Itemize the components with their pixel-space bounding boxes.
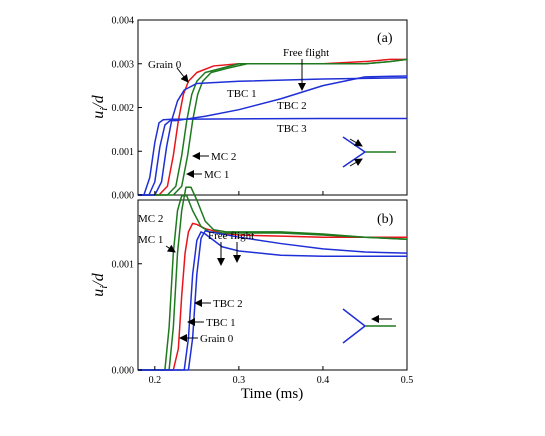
x-axis-label: Time (ms) bbox=[241, 386, 303, 402]
panel-a: 0.000 0.001 0.002 0.003 0.004 (a) ui/d Grain… bbox=[90, 16, 408, 202]
panel-b-y-ticks: 0.000 0.001 bbox=[112, 259, 142, 377]
y-tick-label: 0.004 bbox=[112, 16, 135, 27]
series-line-a-tbc-2 bbox=[138, 75, 408, 196]
panel-a-y-axis-label: ui/d bbox=[90, 94, 110, 119]
series-line-a-mc-2 bbox=[138, 58, 408, 196]
series-line-a-tbc-3 bbox=[138, 117, 407, 196]
annotation-tbc2-a: TBC 2 bbox=[277, 100, 307, 112]
inset-schematic-b bbox=[342, 308, 396, 344]
annotation-mc2-b: MC 2 bbox=[138, 213, 163, 225]
arrow-grain0-a bbox=[176, 67, 189, 83]
series-line-b-mc-1 bbox=[138, 195, 408, 371]
annotation-mc2-a: MC 2 bbox=[211, 151, 236, 163]
panel-b-label: (b) bbox=[377, 212, 394, 227]
series-line-a-tbc-1 bbox=[138, 77, 408, 196]
series-line-a-grain-0 bbox=[138, 58, 407, 196]
annotation-tbc1-b: TBC 1 bbox=[206, 317, 236, 329]
annotation-grain0-b: Grain 0 bbox=[200, 333, 234, 345]
x-tick-label: 0.2 bbox=[149, 375, 162, 386]
annotation-tbc3-a: TBC 3 bbox=[277, 123, 307, 135]
panel-a-x-ticks bbox=[154, 191, 408, 195]
panel-b-frame bbox=[137, 199, 408, 371]
panel-b: 0.000 0.001 0.2 0.3 0.4 0.5 (b) ui/d Time (m… bbox=[90, 186, 414, 402]
annotation-tbc2-b: TBC 2 bbox=[213, 298, 243, 310]
panel-b-y-axis-label: ui/d bbox=[90, 272, 110, 297]
y-tick-label: 0.001 bbox=[112, 147, 135, 158]
y-tick-label: 0.000 bbox=[112, 366, 135, 377]
panel-a-series bbox=[138, 58, 408, 196]
annotation-free-flight-b: Free flight bbox=[208, 230, 254, 242]
annotation-tbc1-a: TBC 1 bbox=[227, 88, 257, 100]
annotation-mc1-b: MC 1 bbox=[138, 234, 163, 246]
panel-a-y-ticks: 0.000 0.001 0.002 0.003 0.004 bbox=[112, 16, 142, 202]
y-tick-label: 0.000 bbox=[112, 191, 135, 202]
x-tick-label: 0.5 bbox=[401, 375, 414, 386]
series-line-b-tbc-1 bbox=[138, 231, 407, 371]
panel-a-label: (a) bbox=[377, 31, 393, 46]
y-tick-label: 0.001 bbox=[112, 259, 135, 270]
panel-a-frame bbox=[137, 19, 408, 196]
x-tick-label: 0.4 bbox=[317, 375, 330, 386]
inset-schematic-a bbox=[342, 136, 396, 168]
y-tick-label: 0.002 bbox=[112, 103, 135, 114]
panel-b-x-ticks: 0.2 0.3 0.4 0.5 bbox=[149, 366, 414, 386]
y-tick-label: 0.003 bbox=[112, 59, 135, 70]
panel-b-series bbox=[138, 186, 408, 371]
annotation-grain0-a: Grain 0 bbox=[148, 59, 182, 71]
x-tick-label: 0.3 bbox=[233, 375, 246, 386]
arrow-mc1-b bbox=[165, 244, 176, 253]
series-line-b-grain-0 bbox=[138, 222, 407, 371]
annotation-free-flight-a: Free flight bbox=[283, 47, 329, 59]
annotation-mc1-a: MC 1 bbox=[204, 169, 229, 181]
series-line-b-mc-2 bbox=[138, 186, 408, 371]
